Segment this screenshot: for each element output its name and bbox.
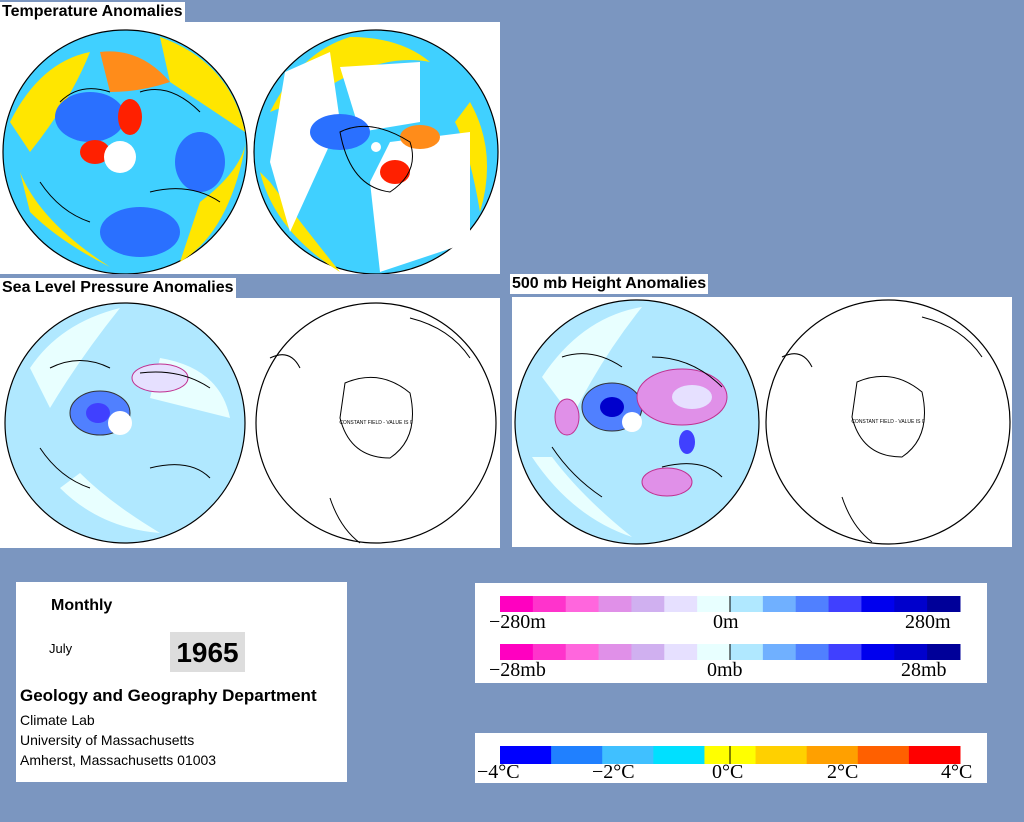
temp-legend-label-1: −4°C [477,761,520,783]
height-pressure-legend: −280m 0m 280m −28mb 0mb 28mb [475,583,987,683]
pressure-legend-swatch [894,644,928,660]
pressure-legend-swatch [500,644,534,660]
temperature-legend-bar [500,746,961,764]
height500-title: 500 mb Height Anomalies [510,274,709,294]
height500-south-map: CONSTANT FIELD - VALUE IS 0 [765,299,1011,545]
pressure-legend-max: 28mb [901,659,947,681]
height-legend-swatch [631,596,665,612]
pressure-legend-swatch [532,644,567,660]
temperature-legend-swatch [500,746,552,764]
pressure-legend-swatch [631,644,665,660]
year-label: 1965 [170,632,245,672]
height-legend-mid: 0m [713,611,739,633]
pressure-legend-swatch [565,644,600,660]
pressure-legend-swatch [828,644,862,660]
height-legend-swatch [795,596,830,612]
month-label: July [49,641,73,656]
height-legend-swatch [697,596,731,612]
slp-north-map [4,302,246,544]
address-label: Amherst, Massachusetts 01003 [20,752,217,768]
temperature-south-map [253,29,499,274]
lab-label: Climate Lab [20,712,95,728]
slp-south-map: CONSTANT FIELD - VALUE IS 0 [255,302,497,544]
height500-maps: CONSTANT FIELD - VALUE IS 0 [514,299,1011,545]
temperature-legend: −4°C −2°C 0°C 2°C 4°C [475,733,987,783]
height-legend-swatch [861,596,895,612]
temperature-legend-swatch [551,746,603,764]
slp-maps: CONSTANT FIELD - VALUE IS 0 [4,302,497,544]
pressure-legend-swatch [730,644,764,660]
temperature-legend-swatch [857,746,910,764]
department-label: Geology and Geography Department [20,686,317,705]
pressure-legend-swatch [762,644,797,660]
temperature-legend-bars [500,746,961,764]
pressure-legend-swatch [598,644,632,660]
temperature-legend-swatch [755,746,808,764]
pressure-legend-min: −28mb [489,659,546,681]
height-legend-swatch [894,596,928,612]
height-legend-swatch [500,596,534,612]
temperature-title: Temperature Anomalies [0,2,185,22]
height-pressure-legend-bars [500,596,961,660]
temp-legend-label-3: 0°C [712,761,744,783]
height-legend-swatch [927,596,961,612]
slp-title: Sea Level Pressure Anomalies [0,278,236,298]
height-legend-max: 280m [905,611,951,633]
temperature-panel [0,22,500,274]
height-legend-swatch [730,596,764,612]
height-legend-swatch [664,596,698,612]
height500-constant-label: CONSTANT FIELD - VALUE IS 0 [851,419,925,425]
temperature-north-map [2,29,248,274]
pressure-legend-mid: 0mb [707,659,743,681]
height-legend-bar [500,596,961,612]
pressure-legend-bar [500,644,961,660]
pressure-legend-swatch [697,644,731,660]
temp-legend-label-5: 4°C [941,761,973,783]
height-legend-min: −280m [489,611,546,633]
pressure-legend-swatch [664,644,698,660]
height-legend-swatch [532,596,567,612]
pressure-legend-swatch [927,644,961,660]
slp-constant-label: CONSTANT FIELD - VALUE IS 0 [339,420,413,426]
temperature-legend-swatch [908,746,961,764]
info-box: Monthly July 1965 Geology and Geography … [16,582,347,782]
pressure-legend-swatch [795,644,830,660]
pressure-legend-swatch [861,644,895,660]
height500-north-map [514,299,760,545]
temperature-legend-swatch [806,746,859,764]
temperature-legend-swatch [602,746,654,764]
slp-panel: CONSTANT FIELD - VALUE IS 0 [0,298,500,548]
temperature-maps [2,29,499,274]
height500-panel: CONSTANT FIELD - VALUE IS 0 [512,297,1012,547]
height-legend-swatch [762,596,797,612]
height-legend-swatch [598,596,632,612]
temperature-legend-swatch [653,746,705,764]
university-label: University of Massachusetts [20,732,195,748]
temp-legend-label-4: 2°C [827,761,859,783]
height-legend-swatch [565,596,600,612]
period-label: Monthly [51,597,113,614]
height-legend-swatch [828,596,862,612]
temp-legend-label-2: −2°C [592,761,635,783]
